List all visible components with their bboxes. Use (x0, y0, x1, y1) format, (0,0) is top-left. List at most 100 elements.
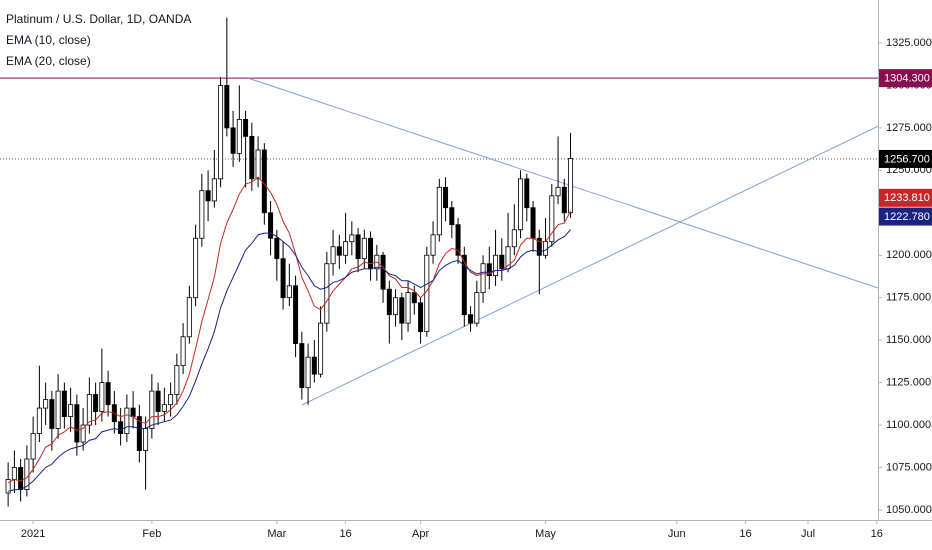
indicator-label: EMA (10, close) (6, 33, 91, 47)
candle-body (411, 292, 417, 304)
candle-body (405, 292, 411, 324)
candle-body (524, 178, 530, 209)
candle-body (93, 394, 99, 412)
candle-body (86, 394, 92, 426)
y-tick-label: 1125.000 (886, 377, 931, 389)
candle-body (455, 224, 461, 256)
candle-body (224, 85, 230, 129)
candle-body (55, 390, 61, 429)
candle-body (461, 254, 467, 316)
candle-body (118, 421, 124, 434)
candle-body (386, 288, 392, 316)
candle-body (61, 390, 67, 417)
x-tick-label: May (535, 528, 556, 540)
candle-body (49, 399, 55, 429)
candle-body (468, 314, 474, 324)
candle-body (311, 356, 317, 375)
candle-body (324, 263, 330, 324)
candle-body (174, 365, 180, 395)
candle-body (36, 407, 42, 434)
candle-body (286, 285, 292, 299)
candle-body (218, 85, 224, 180)
candle-body (530, 207, 536, 239)
x-tick-label: Feb (142, 528, 161, 540)
price-tag-label: 1304.300 (884, 73, 930, 85)
candle-body (536, 237, 542, 256)
x-tick-label: 2021 (21, 528, 45, 540)
candle-body (480, 263, 486, 294)
candle-body (11, 467, 17, 480)
candle-body (399, 297, 405, 324)
price-tag (879, 188, 932, 207)
candle-body (168, 394, 174, 406)
plot-area (0, 17, 879, 507)
axes: 1050.000 1075.000 1100.000 1125.000 1150.000… (21, 37, 932, 540)
candle-body (511, 229, 517, 248)
x-tick-label: Jul (801, 528, 815, 540)
y-tick-label: 1075.000 (886, 461, 932, 473)
candle-body (299, 343, 305, 389)
candle-body (330, 246, 336, 265)
x-tick-label: Mar (267, 528, 286, 540)
candle-body (336, 246, 342, 256)
candle-body (99, 382, 105, 412)
trendline (301, 125, 879, 406)
candle-body (261, 149, 267, 214)
candle-body (180, 336, 186, 367)
candle-body (230, 127, 236, 154)
candle-body (43, 399, 49, 409)
y-tick-label: 1100.000 (886, 419, 931, 431)
candle-body (211, 178, 217, 202)
x-tick-label: Apr (412, 528, 429, 540)
candle-body (199, 190, 205, 239)
candle-body (305, 356, 311, 389)
trendline (247, 77, 879, 289)
candle-body (236, 118, 242, 154)
candle-body (443, 186, 449, 209)
price-tag (879, 69, 932, 88)
candle-body (255, 149, 261, 180)
candle-body (361, 237, 367, 260)
candle-body (349, 234, 355, 243)
x-tick-label: 16 (871, 528, 883, 540)
chart-title: Platinum / U.S. Dollar, 1D, OANDA (6, 12, 191, 26)
candle-body (318, 322, 324, 375)
candle-body (568, 158, 574, 214)
candle-body (343, 241, 349, 256)
candle-body (136, 416, 142, 451)
price-tag-label: 1256.700 (884, 153, 930, 165)
candle-body (293, 285, 299, 344)
candle-body (186, 297, 192, 338)
candle-body (424, 254, 430, 333)
price-tag (879, 207, 932, 226)
candle-body (418, 302, 424, 333)
candle-body (68, 404, 74, 417)
candle-body (518, 178, 524, 231)
candle-body (280, 258, 286, 299)
candle-body (274, 237, 280, 260)
candle-body (436, 186, 442, 236)
price-tag-label: 1233.810 (884, 192, 930, 204)
x-tick-label: 16 (739, 528, 751, 540)
candle-body (449, 207, 455, 226)
y-tick-label: 1050.000 (886, 504, 932, 516)
price-tag (879, 149, 932, 168)
candle-body (193, 237, 199, 299)
candle-body (243, 118, 249, 137)
indicator-label: EMA (20, close) (6, 54, 91, 68)
candle-body (74, 404, 80, 443)
price-tag-label: 1222.780 (884, 211, 930, 223)
candle-body (161, 404, 167, 412)
candle-body (549, 195, 555, 243)
candle-body (80, 424, 86, 443)
candle-body (105, 382, 111, 406)
candle-body (268, 212, 274, 239)
candle-body (124, 407, 130, 434)
candle-body (493, 254, 499, 277)
candle-body (555, 186, 561, 197)
candle-body (499, 254, 505, 270)
y-tick-label: 1150.000 (886, 334, 931, 346)
candle-body (355, 234, 361, 260)
x-tick-label: Jun (668, 528, 686, 540)
